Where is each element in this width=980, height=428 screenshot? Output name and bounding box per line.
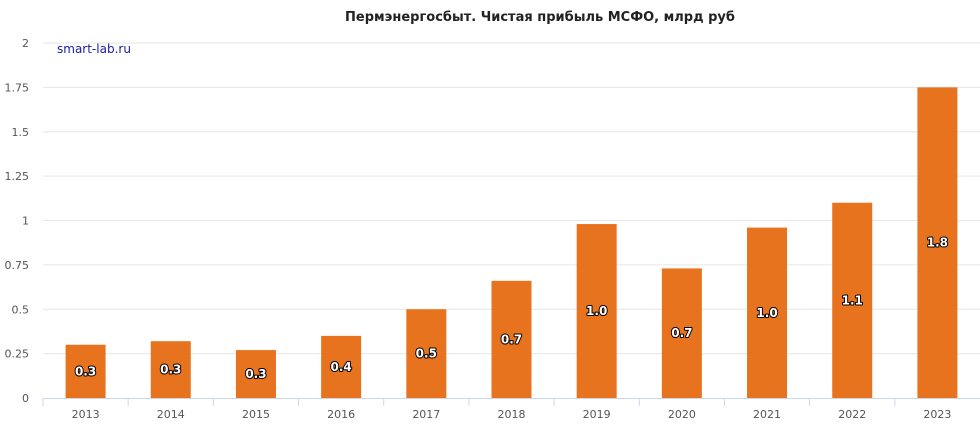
x-tick-label: 2022	[838, 408, 866, 421]
bar	[491, 280, 532, 398]
x-tick-label: 2021	[753, 408, 781, 421]
bar	[661, 268, 702, 398]
x-tick-label: 2016	[327, 408, 355, 421]
chart-title: Пермэнергосбыт. Чистая прибыль МСФО, млр…	[345, 10, 735, 25]
data-label: 0.7	[501, 332, 522, 346]
data-label: 1.0	[756, 306, 777, 320]
x-tick-label: 2023	[923, 408, 951, 421]
x-tick-label: 2019	[583, 408, 611, 421]
data-label: 0.7	[671, 326, 692, 340]
bar	[235, 350, 276, 398]
data-labels: 0.3 0.3 0.3 0.4 0.5 0.7 1.0 0.7 1.0 1.1 1.8	[74, 235, 949, 382]
data-label: 0.5	[416, 347, 437, 361]
bar	[576, 224, 617, 398]
data-label: 0.3	[160, 363, 181, 377]
y-axis-ticks: 0 0.25 0.5 0.75 1 1.25 1.5 1.75 2	[5, 37, 30, 405]
grid-lines	[43, 42, 980, 399]
y-tick-label: 2	[22, 37, 29, 50]
data-label: 0.3	[75, 364, 96, 378]
data-label: 1.8	[927, 236, 948, 250]
y-tick-label: 0.5	[12, 303, 30, 316]
bar	[747, 227, 788, 398]
y-tick-label: 0.25	[5, 348, 30, 361]
x-tick-label: 2014	[157, 408, 185, 421]
data-label: 1.1	[842, 293, 863, 307]
x-axis-ticks: 2013 2014 2015 2016 2017 2018 2019 2020 2021 2022…	[42, 398, 951, 421]
x-tick-label: 2013	[72, 408, 100, 421]
bar	[321, 335, 362, 398]
bar	[917, 87, 958, 398]
bar	[150, 341, 191, 398]
data-label: 0.3	[245, 367, 266, 381]
data-label: 0.4	[331, 360, 352, 374]
y-tick-label: 1.5	[12, 126, 30, 139]
bar	[65, 344, 106, 398]
data-label: 1.0	[586, 304, 607, 318]
bar	[832, 202, 873, 398]
y-tick-label: 1.75	[5, 81, 30, 94]
watermark-text: smart-lab.ru	[57, 42, 131, 56]
y-tick-label: 1.25	[5, 170, 30, 183]
bar	[406, 309, 447, 398]
y-tick-label: 0	[22, 392, 29, 405]
x-tick-label: 2018	[498, 408, 526, 421]
x-tick-label: 2020	[668, 408, 696, 421]
y-tick-label: 1	[22, 215, 29, 228]
bars	[65, 87, 958, 398]
x-tick-label: 2015	[242, 408, 270, 421]
x-tick-label: 2017	[412, 408, 440, 421]
y-tick-label: 0.75	[5, 259, 30, 272]
